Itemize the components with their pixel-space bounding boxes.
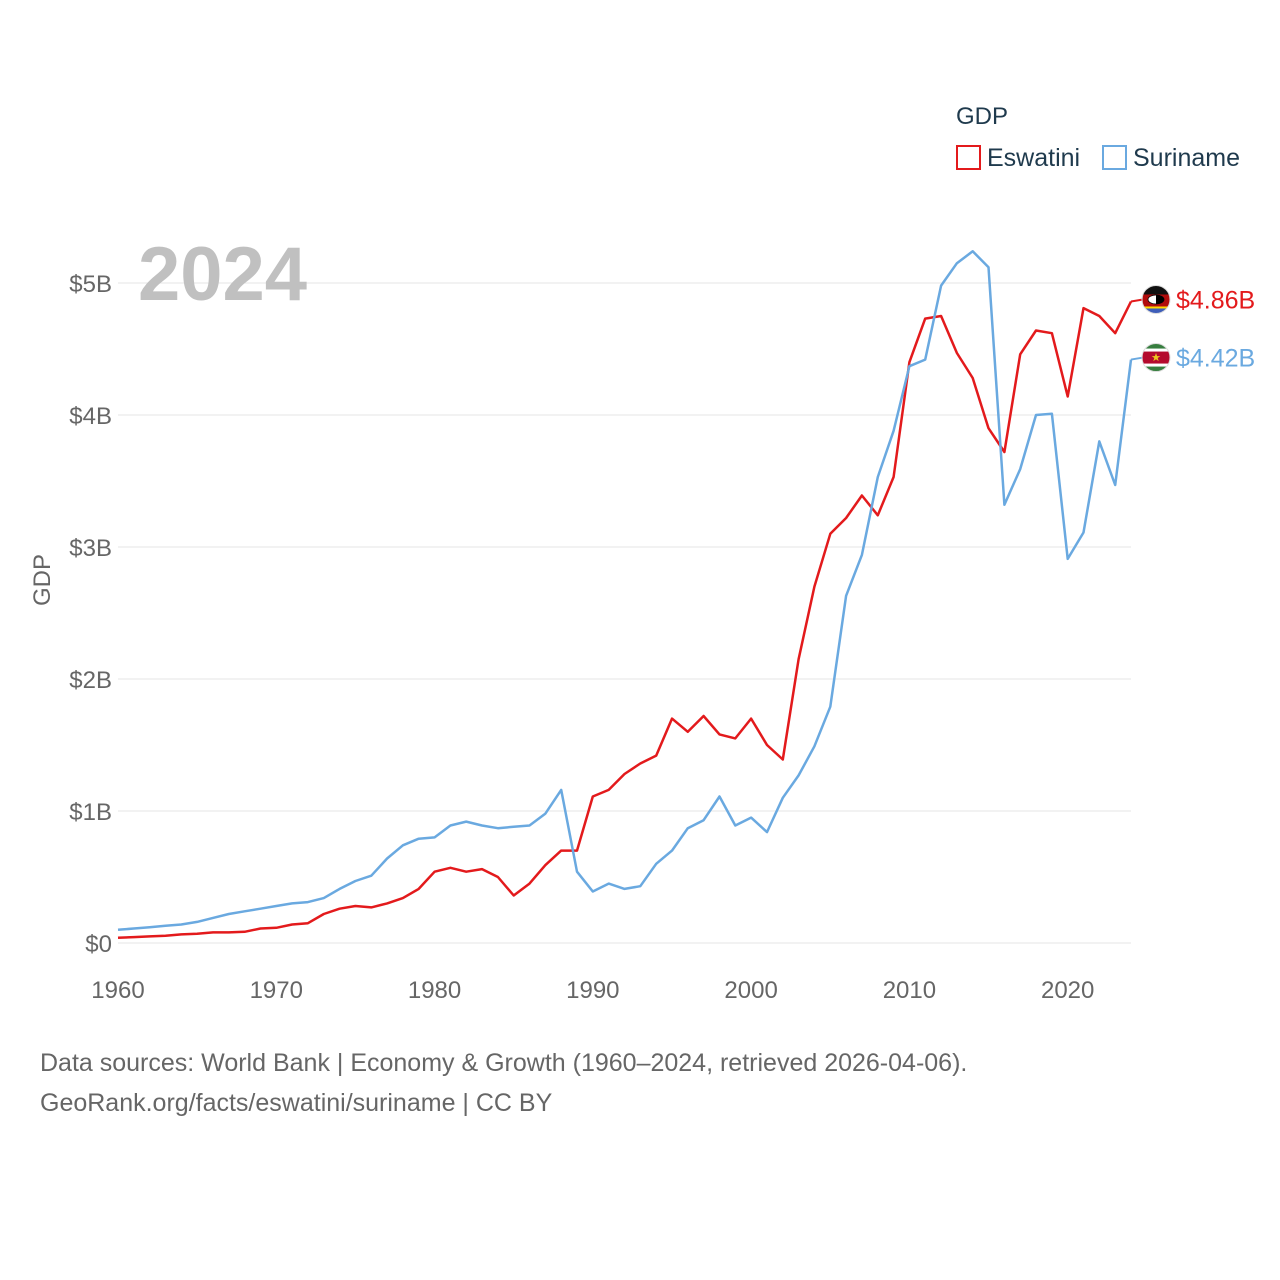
x-axis: 1960 1970 1980 1990 2000 2010 2020 bbox=[91, 977, 1094, 1004]
year-watermark: 2024 bbox=[138, 232, 307, 317]
end-label-eswatini: $4.86B bbox=[1176, 286, 1255, 314]
legend: GDP Eswatini Suriname bbox=[956, 103, 1240, 172]
y-tick-label: $4B bbox=[69, 403, 112, 430]
series-line-suriname bbox=[117, 250, 1133, 932]
end-marker-suriname: $4.42B bbox=[1141, 343, 1255, 373]
legend-title: GDP bbox=[956, 103, 1008, 130]
end-label-suriname: $4.42B bbox=[1176, 345, 1255, 373]
y-axis: $0 $1B $2B $3B $4B $5B bbox=[69, 271, 112, 958]
legend-item-eswatini[interactable]: Eswatini bbox=[956, 144, 1080, 172]
source-note: Data sources: World Bank | Economy & Gro… bbox=[40, 1043, 967, 1123]
x-tick-label: 2010 bbox=[883, 977, 936, 1004]
x-tick-label: 1990 bbox=[566, 977, 619, 1004]
end-connector-suriname bbox=[1130, 356, 1144, 361]
y-tick-label: $2B bbox=[69, 667, 112, 694]
y-tick-label: $0 bbox=[85, 931, 112, 958]
legend-item-suriname[interactable]: Suriname bbox=[1102, 144, 1240, 172]
source-line-1: Data sources: World Bank | Economy & Gro… bbox=[40, 1049, 968, 1077]
x-tick-label: 1980 bbox=[408, 977, 461, 1004]
eswatini-flag-icon bbox=[1141, 284, 1171, 314]
x-tick-label: 2000 bbox=[724, 977, 777, 1004]
y-tick-label: $1B bbox=[69, 799, 112, 826]
legend-label-eswatini: Eswatini bbox=[987, 144, 1080, 172]
suriname-flag-icon bbox=[1141, 343, 1171, 373]
series-line-eswatini bbox=[117, 300, 1133, 939]
grid-lines bbox=[118, 282, 1131, 944]
end-connector-eswatini bbox=[1130, 298, 1144, 303]
source-line-2[interactable]: GeoRank.org/facts/eswatini/suriname | CC… bbox=[40, 1089, 553, 1117]
y-axis-title: GDP bbox=[29, 554, 56, 606]
x-tick-label: 1970 bbox=[250, 977, 303, 1004]
y-tick-label: $3B bbox=[69, 535, 112, 562]
y-tick-label: $5B bbox=[69, 271, 112, 298]
legend-label-suriname: Suriname bbox=[1133, 144, 1240, 172]
end-marker-eswatini: $4.86B bbox=[1141, 284, 1255, 314]
legend-swatch-eswatini bbox=[956, 145, 981, 170]
x-tick-label: 1960 bbox=[91, 977, 144, 1004]
series-lines bbox=[117, 250, 1144, 939]
legend-swatch-suriname bbox=[1102, 145, 1127, 170]
x-tick-label: 2020 bbox=[1041, 977, 1094, 1004]
